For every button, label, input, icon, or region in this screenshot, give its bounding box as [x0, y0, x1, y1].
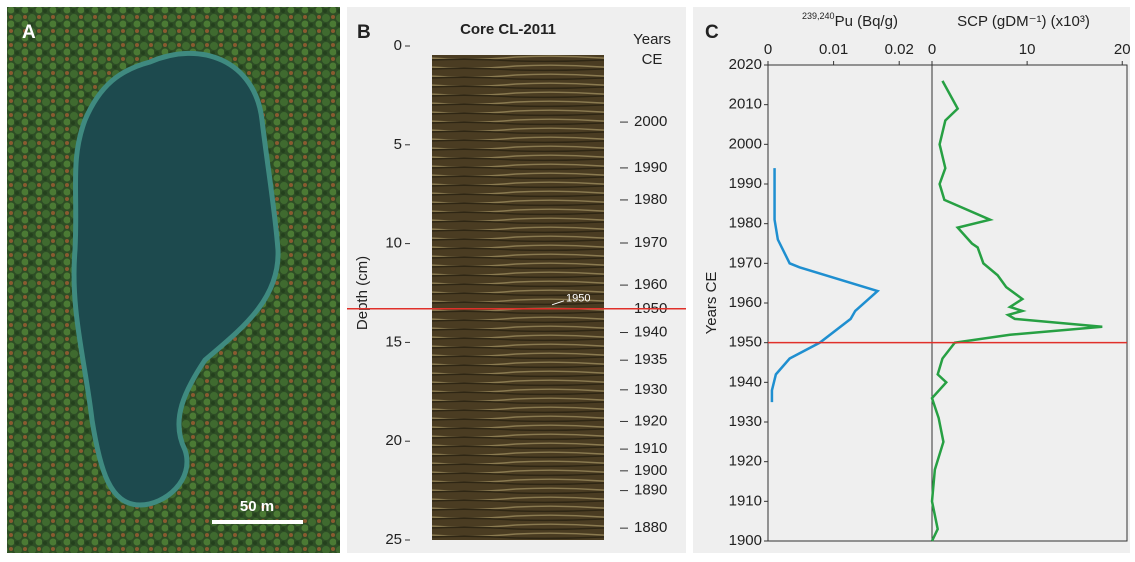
annotation: 1950: [566, 293, 590, 305]
year-tick-label: 1990: [634, 159, 667, 176]
panel-c-background: [693, 7, 1130, 553]
x-tick-label: 10: [1019, 41, 1036, 58]
y-tick-label: 1930: [729, 413, 762, 430]
axis-title: SCP (gDM⁻¹) (x10³): [957, 13, 1090, 30]
y-tick-label: 2010: [729, 96, 762, 113]
x-tick-label: 0.02: [885, 41, 914, 58]
panel-label: C: [705, 22, 719, 43]
axis-title-superscript: 239,240: [802, 11, 835, 21]
year-tick-label: 1935: [634, 351, 667, 368]
aerial-photo: [7, 7, 340, 553]
year-tick-label: 1980: [634, 191, 667, 208]
year-axis-label: Years: [633, 31, 671, 48]
y-axis-label: Depth (cm): [354, 256, 371, 330]
y-tick-label: 2020: [729, 56, 762, 73]
year-tick-label: 1970: [634, 234, 667, 251]
year-tick-label: 1940: [634, 323, 667, 340]
year-tick-label: 1900: [634, 462, 667, 479]
y-tick-label: 10: [385, 235, 402, 252]
year-tick-label: 1920: [634, 412, 667, 429]
x-tick-label: 0: [928, 41, 936, 58]
y-tick-label: 1970: [729, 254, 762, 271]
core-title: Core CL-2011: [460, 21, 556, 38]
year-tick-label: 1890: [634, 482, 667, 499]
scale-bar-label: 50 m: [240, 498, 274, 515]
x-tick-label: 0: [764, 41, 772, 58]
y-tick-label: 0: [394, 37, 402, 54]
y-tick-label: 1960: [729, 294, 762, 311]
y-tick-label: 1980: [729, 215, 762, 232]
y-tick-label: 1920: [729, 453, 762, 470]
y-tick-label: 20: [385, 432, 402, 449]
y-tick-label: 5: [394, 136, 402, 153]
y-tick-label: 1940: [729, 373, 762, 390]
y-tick-label: 1910: [729, 492, 762, 509]
year-tick-label: 1910: [634, 440, 667, 457]
year-tick-label: 1960: [634, 276, 667, 293]
y-tick-label: 1990: [729, 175, 762, 192]
y-tick-label: 1950: [729, 334, 762, 351]
year-tick-label: 1930: [634, 381, 667, 398]
panel-label: A: [22, 22, 36, 43]
x-tick-label: 20: [1114, 41, 1131, 58]
y-tick-label: 2000: [729, 135, 762, 152]
x-tick-label: 0.01: [819, 41, 848, 58]
axis-title-text: Pu (Bq/g): [835, 13, 898, 30]
y-axis-label: Years CE: [703, 272, 720, 335]
year-tick-label: 1880: [634, 519, 667, 536]
y-tick-label: 15: [385, 333, 402, 350]
figure: A 50 m B Core CL-2011 0 5 10 15 20 25 Depth (cm)…: [0, 0, 1135, 557]
year-tick-label: 2000: [634, 113, 667, 130]
year-axis-label: CE: [642, 51, 663, 68]
panel-label: B: [357, 22, 371, 43]
y-tick-label: 25: [385, 531, 402, 548]
y-tick-label: 1900: [729, 532, 762, 549]
